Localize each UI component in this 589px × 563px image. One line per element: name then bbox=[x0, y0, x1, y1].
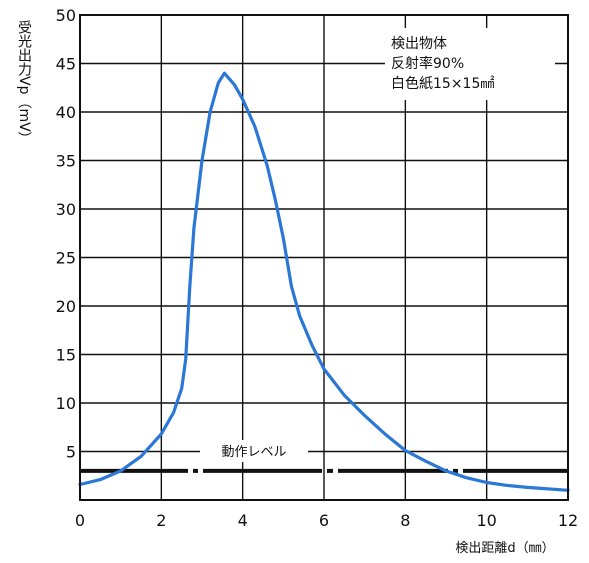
tick-labels: 0 2 4 6 8 10 12 5 10 15 20 25 30 35 40 45 50 bbox=[56, 6, 579, 530]
annotation-line-2: 反射率90% bbox=[391, 55, 464, 72]
y-axis-label: 受光出力Vp（mV） bbox=[16, 20, 32, 146]
y-tick-label: 50 bbox=[56, 6, 76, 25]
series-layer bbox=[78, 71, 570, 492]
y-tick-label: 45 bbox=[56, 55, 76, 74]
y-tick-label: 25 bbox=[56, 249, 76, 268]
y-tick-label: 35 bbox=[56, 152, 76, 171]
x-tick-label: 4 bbox=[238, 511, 248, 530]
x-tick-label: 6 bbox=[319, 511, 329, 530]
y-tick-label: 10 bbox=[56, 394, 76, 413]
y-tick-label: 15 bbox=[56, 346, 76, 365]
threshold-label-group: 動作レベル bbox=[200, 440, 308, 462]
plot-frame bbox=[79, 14, 569, 501]
annotation-line-3: 白色紙15×15㎟ bbox=[391, 75, 494, 92]
series-line bbox=[78, 71, 570, 492]
y-tick-label: 40 bbox=[56, 103, 76, 122]
x-axis-label: 検出距離d（㎜） bbox=[455, 541, 554, 556]
x-tick-label: 2 bbox=[156, 511, 166, 530]
x-tick-label: 0 bbox=[75, 511, 85, 530]
y-tick-label: 20 bbox=[56, 297, 76, 316]
x-tick-label: 10 bbox=[476, 511, 496, 530]
y-tick-label: 30 bbox=[56, 200, 76, 219]
x-tick-label: 12 bbox=[558, 511, 578, 530]
annotation-box: 検出物体 反射率90% 白色紙15×15㎟ bbox=[385, 28, 555, 100]
threshold-label: 動作レベル bbox=[221, 445, 286, 460]
y-tick-label: 5 bbox=[66, 443, 76, 462]
x-tick-label: 8 bbox=[400, 511, 410, 530]
annotation-line-1: 検出物体 bbox=[391, 36, 447, 52]
plot-border bbox=[79, 14, 569, 501]
